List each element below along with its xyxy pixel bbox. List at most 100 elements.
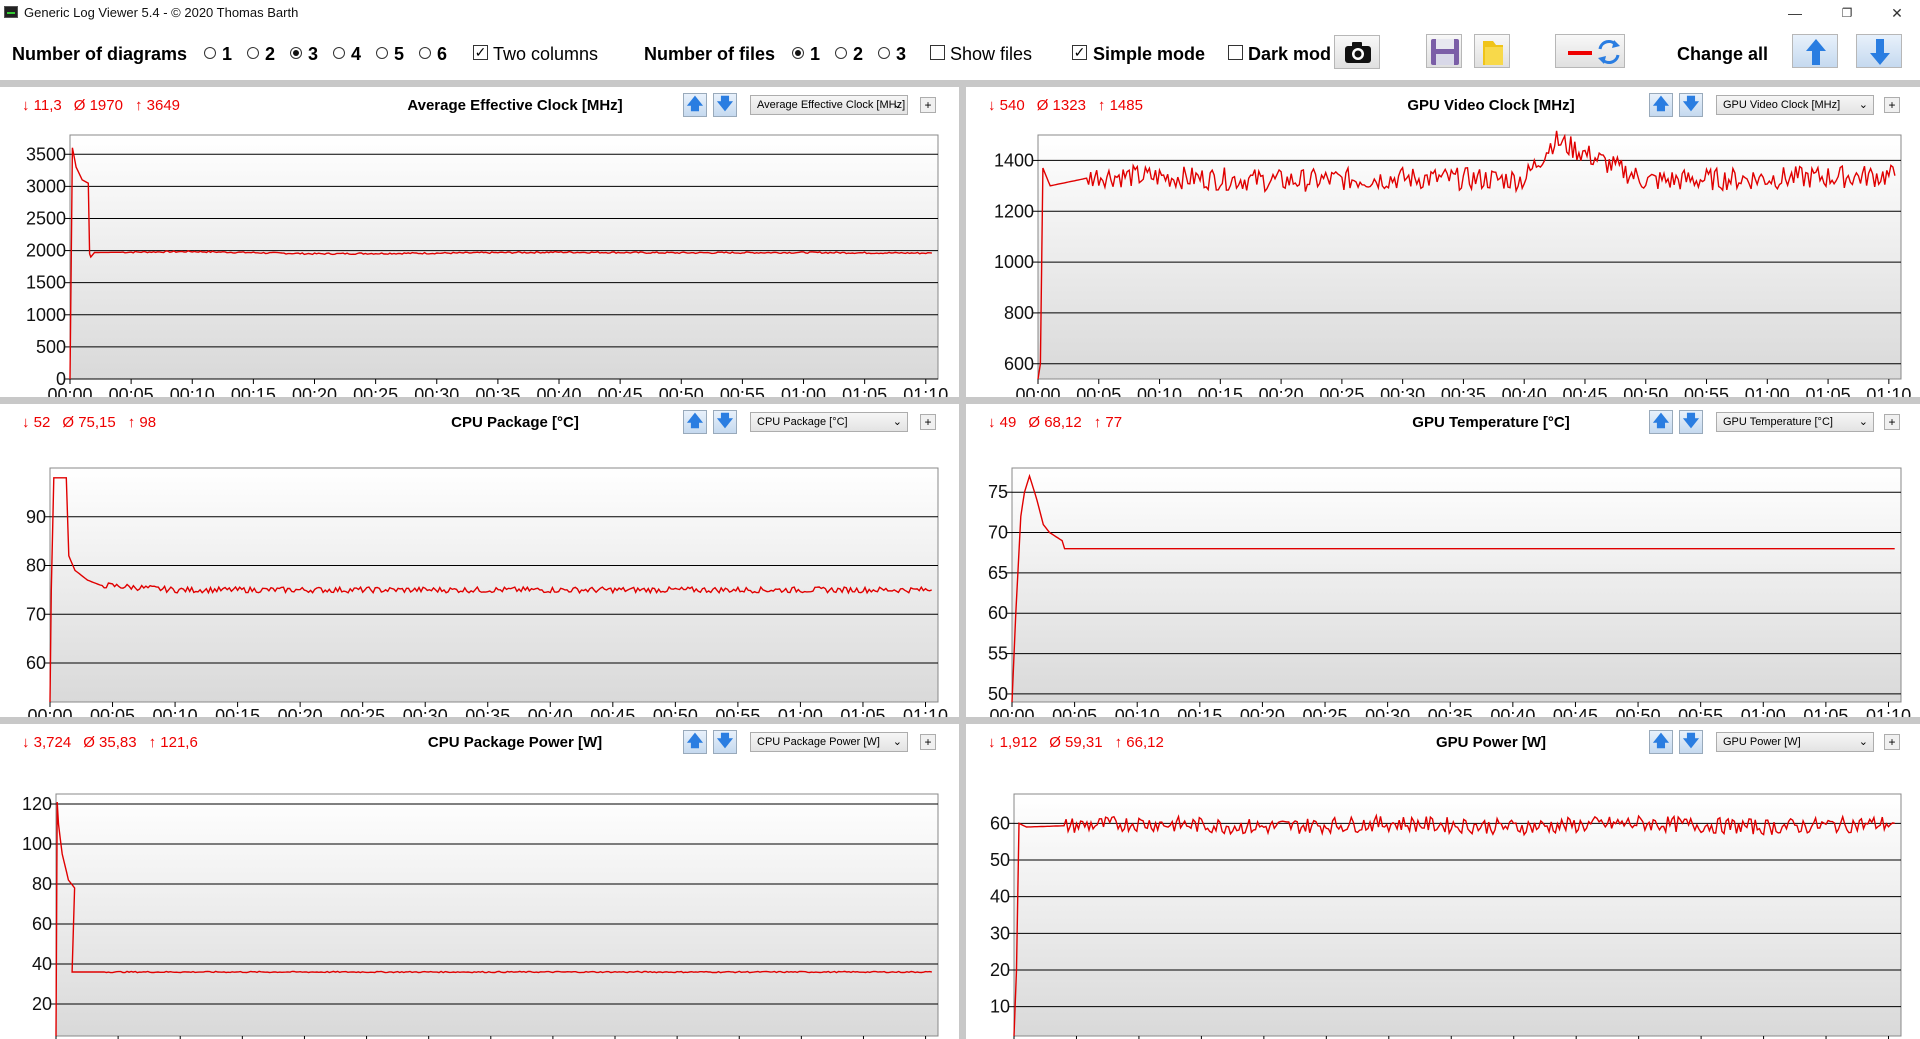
sensor-dropdown[interactable]: GPU Temperature [°C] ⌄ bbox=[1716, 412, 1874, 432]
x-tick-label: 00:55 bbox=[715, 706, 760, 717]
y-tick-label: 80 bbox=[32, 874, 52, 894]
stat-max: ↑ 1485 bbox=[1097, 97, 1143, 114]
chevron-down-icon: ⌄ bbox=[1858, 99, 1868, 111]
diagrams-radio-1[interactable] bbox=[204, 47, 216, 59]
y-tick-label: 500 bbox=[36, 337, 66, 357]
close-button[interactable]: ✕ bbox=[1891, 5, 1903, 21]
stat-max: ↑ 121,6 bbox=[148, 734, 198, 751]
column-divider[interactable] bbox=[959, 80, 966, 1039]
x-tick-label: 00:50 bbox=[653, 706, 698, 717]
sensor-dropdown[interactable]: CPU Package [°C] ⌄ bbox=[750, 412, 908, 432]
open-folder-button[interactable] bbox=[1474, 34, 1510, 68]
series-line bbox=[69, 147, 932, 380]
files-radio-1[interactable] bbox=[792, 47, 804, 59]
stat-min: ↓ 11,3 bbox=[22, 97, 62, 114]
diagrams-radio-label: 3 bbox=[308, 44, 319, 64]
x-tick-label: 00:40 bbox=[528, 706, 573, 717]
line-chart: 3500 3000 2500 2000 1500 1000 500 000:00 00:05 00… bbox=[26, 134, 948, 397]
move-all-up-button[interactable] bbox=[1792, 34, 1838, 68]
stat-avg: Ø 1323 bbox=[1036, 97, 1086, 114]
x-tick-label: 01:05 bbox=[1803, 706, 1848, 717]
line-swap-button[interactable] bbox=[1555, 34, 1625, 68]
add-series-button[interactable]: + bbox=[920, 734, 936, 750]
diagram-title: Average Effective Clock [MHz] bbox=[407, 97, 623, 114]
sensor-dropdown-value: GPU Temperature [°C] bbox=[1723, 416, 1833, 428]
add-series-button[interactable]: + bbox=[1884, 414, 1900, 430]
x-tick-label: 00:00 bbox=[1015, 385, 1060, 397]
show-files-checkbox[interactable] bbox=[930, 45, 945, 60]
y-tick-label: 75 bbox=[988, 482, 1008, 502]
restore-button[interactable]: ❐ bbox=[1841, 6, 1853, 20]
diagrams-radio-label: 5 bbox=[394, 44, 405, 64]
x-tick-label: 00:00 bbox=[47, 385, 92, 397]
x-tick-label: 01:10 bbox=[1866, 385, 1911, 397]
y-tick-label: 55 bbox=[988, 644, 1008, 664]
simple-mode-checkbox[interactable]: ✓ bbox=[1072, 44, 1087, 60]
move-down-icon[interactable]: 🡇 bbox=[1679, 730, 1703, 754]
diagrams-radio-5[interactable] bbox=[376, 47, 388, 59]
sensor-dropdown[interactable]: Average Effective Clock [MHz] ⌄ bbox=[750, 95, 908, 115]
move-down-icon[interactable]: 🡇 bbox=[713, 730, 737, 754]
move-up-icon[interactable]: 🡅 bbox=[1649, 410, 1673, 434]
sensor-dropdown[interactable]: GPU Power [W] ⌄ bbox=[1716, 732, 1874, 752]
add-series-button[interactable]: + bbox=[1884, 97, 1900, 113]
files-radio-3[interactable] bbox=[878, 47, 890, 59]
y-tick-label: 1000 bbox=[26, 305, 66, 325]
dark-mode-checkbox[interactable] bbox=[1228, 45, 1243, 60]
sensor-dropdown[interactable]: GPU Video Clock [MHz] ⌄ bbox=[1716, 95, 1874, 115]
add-series-button[interactable]: + bbox=[920, 414, 936, 430]
camera-icon bbox=[1345, 42, 1371, 63]
diagrams-radio-4[interactable] bbox=[333, 47, 345, 59]
series-line bbox=[49, 477, 932, 703]
move-all-down-button[interactable] bbox=[1856, 34, 1902, 68]
x-tick-label: 00:00 bbox=[27, 706, 72, 717]
add-series-button[interactable]: + bbox=[920, 97, 936, 113]
move-up-icon[interactable]: 🡅 bbox=[683, 730, 707, 754]
blue-down-arrow-icon bbox=[1870, 39, 1890, 65]
diagrams-radio-6[interactable] bbox=[419, 47, 431, 59]
move-up-icon[interactable]: 🡅 bbox=[1649, 93, 1673, 117]
plot-area bbox=[49, 467, 939, 703]
move-up-icon[interactable]: 🡅 bbox=[683, 410, 707, 434]
y-tick-label: 50 bbox=[988, 684, 1008, 704]
add-series-button[interactable]: + bbox=[1884, 734, 1900, 750]
minimize-button[interactable]: — bbox=[1788, 5, 1802, 21]
move-down-icon[interactable]: 🡇 bbox=[1679, 410, 1703, 434]
y-tick-label: 2000 bbox=[26, 241, 66, 261]
x-tick-label: 00:35 bbox=[465, 706, 510, 717]
stat-avg: Ø 1970 bbox=[73, 97, 123, 114]
x-tick-label: 00:25 bbox=[1319, 385, 1364, 397]
diagram-panel: ↓ 540 Ø 1323 ↑ 1485 GPU Video Clock [MHz] 🡅 🡇… bbox=[966, 87, 1920, 397]
sensor-dropdown-value: CPU Package [°C] bbox=[757, 416, 848, 428]
files-radio-2[interactable] bbox=[835, 47, 847, 59]
move-down-icon[interactable]: 🡇 bbox=[713, 410, 737, 434]
x-tick-label: 00:30 bbox=[1380, 385, 1425, 397]
diagrams-radio-2[interactable] bbox=[247, 47, 259, 59]
two-columns-checkbox[interactable]: ✓ bbox=[473, 44, 488, 60]
y-tick-label: 800 bbox=[1004, 303, 1034, 323]
x-tick-label: 00:45 bbox=[1553, 706, 1598, 717]
toolbar: Number of diagrams 1 2 3 4 5 6 ✓ Two col… bbox=[0, 26, 1920, 80]
move-up-icon[interactable]: 🡅 bbox=[1649, 730, 1673, 754]
x-tick-label: 01:10 bbox=[903, 385, 948, 397]
y-tick-label: 70 bbox=[988, 523, 1008, 543]
stat-max: ↑ 66,12 bbox=[1114, 734, 1164, 751]
stat-min: ↓ 52 bbox=[22, 414, 51, 431]
diagrams-radio-3[interactable] bbox=[290, 47, 302, 59]
diagrams-radio-label: 1 bbox=[222, 44, 233, 64]
move-up-icon[interactable]: 🡅 bbox=[683, 93, 707, 117]
stat-avg: Ø 75,15 bbox=[62, 414, 116, 431]
screenshot-button[interactable] bbox=[1334, 35, 1380, 69]
save-button[interactable] bbox=[1426, 34, 1462, 68]
stat-max: ↑ 98 bbox=[127, 414, 157, 431]
y-tick-label: 80 bbox=[26, 556, 46, 576]
files-radio-label: 1 bbox=[810, 44, 821, 64]
x-tick-label: 00:40 bbox=[1502, 385, 1547, 397]
stat-min: ↓ 49 bbox=[988, 414, 1017, 431]
sensor-dropdown-value: GPU Video Clock [MHz] bbox=[1723, 99, 1841, 111]
move-down-icon[interactable]: 🡇 bbox=[1679, 93, 1703, 117]
diagrams-radio-label: 2 bbox=[265, 44, 276, 64]
move-down-icon[interactable]: 🡇 bbox=[713, 93, 737, 117]
sensor-dropdown[interactable]: CPU Package Power [W] ⌄ bbox=[750, 732, 908, 752]
x-tick-label: 01:10 bbox=[903, 706, 948, 717]
